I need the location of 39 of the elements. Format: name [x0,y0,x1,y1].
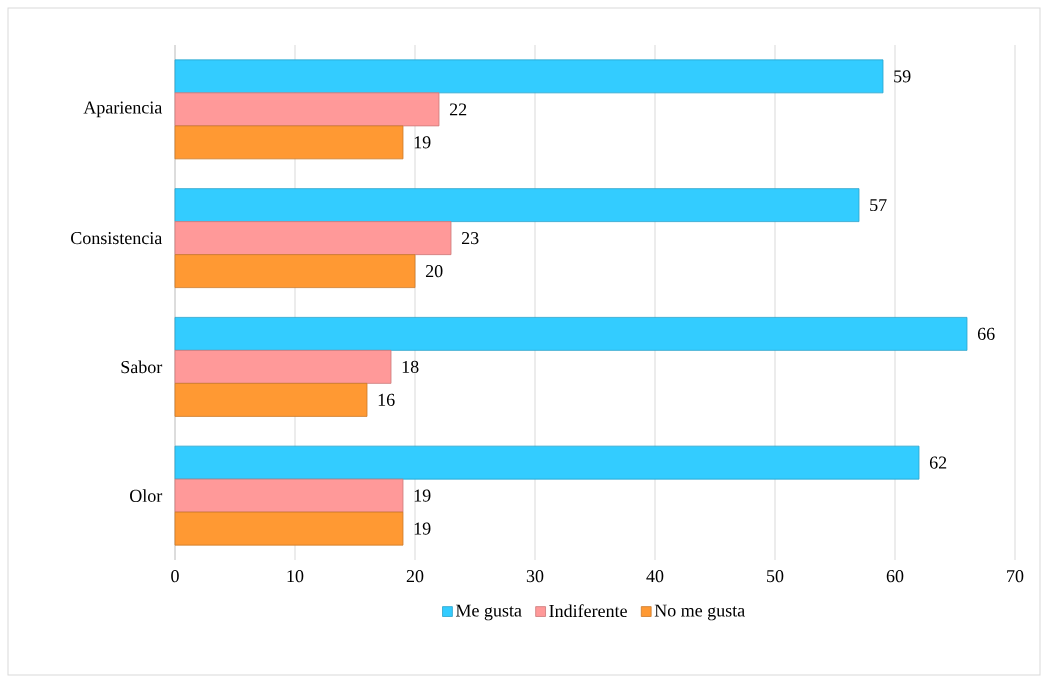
data-label: 16 [378,393,395,406]
bar [174,254,416,289]
bar [174,445,920,480]
legend-label: No me gusta [654,604,745,621]
bar [174,92,440,127]
data-label: 62 [929,456,947,469]
data-label: 20 [425,265,443,278]
data-label: 57 [870,199,887,212]
bar [174,478,404,513]
x-tick-label: 70 [1007,570,1024,583]
bar [174,125,404,160]
data-label: 66 [977,327,995,340]
data-label: 19 [414,136,431,149]
legend-label: Indiferente [549,604,627,618]
bar [174,316,968,351]
x-tick-label: 50 [767,570,784,583]
bar [174,188,860,223]
data-label: 19 [414,522,431,535]
y-tick-label: Olor [130,489,163,502]
x-tick-label: 20 [406,570,424,583]
bar [174,349,392,384]
legend-label: Me gusta [455,604,522,621]
data-label: 18 [402,360,419,373]
bar [174,59,884,94]
x-tick-label: 30 [526,570,544,583]
data-label: 23 [461,232,479,245]
y-tick-label: Consistencia [71,232,163,245]
y-tick-label: Sabor [121,360,163,374]
bar [174,382,368,417]
x-tick-label: 40 [646,570,664,583]
bar [174,221,452,256]
bar [174,511,404,546]
x-tick-label: 60 [886,570,904,583]
x-tick-label: 0 [171,570,179,583]
data-label: 22 [449,103,467,116]
x-tick-label: 10 [287,570,304,583]
y-tick-label: Apariencia [83,101,163,118]
data-label: 19 [414,489,431,502]
data-label: 59 [894,70,911,83]
